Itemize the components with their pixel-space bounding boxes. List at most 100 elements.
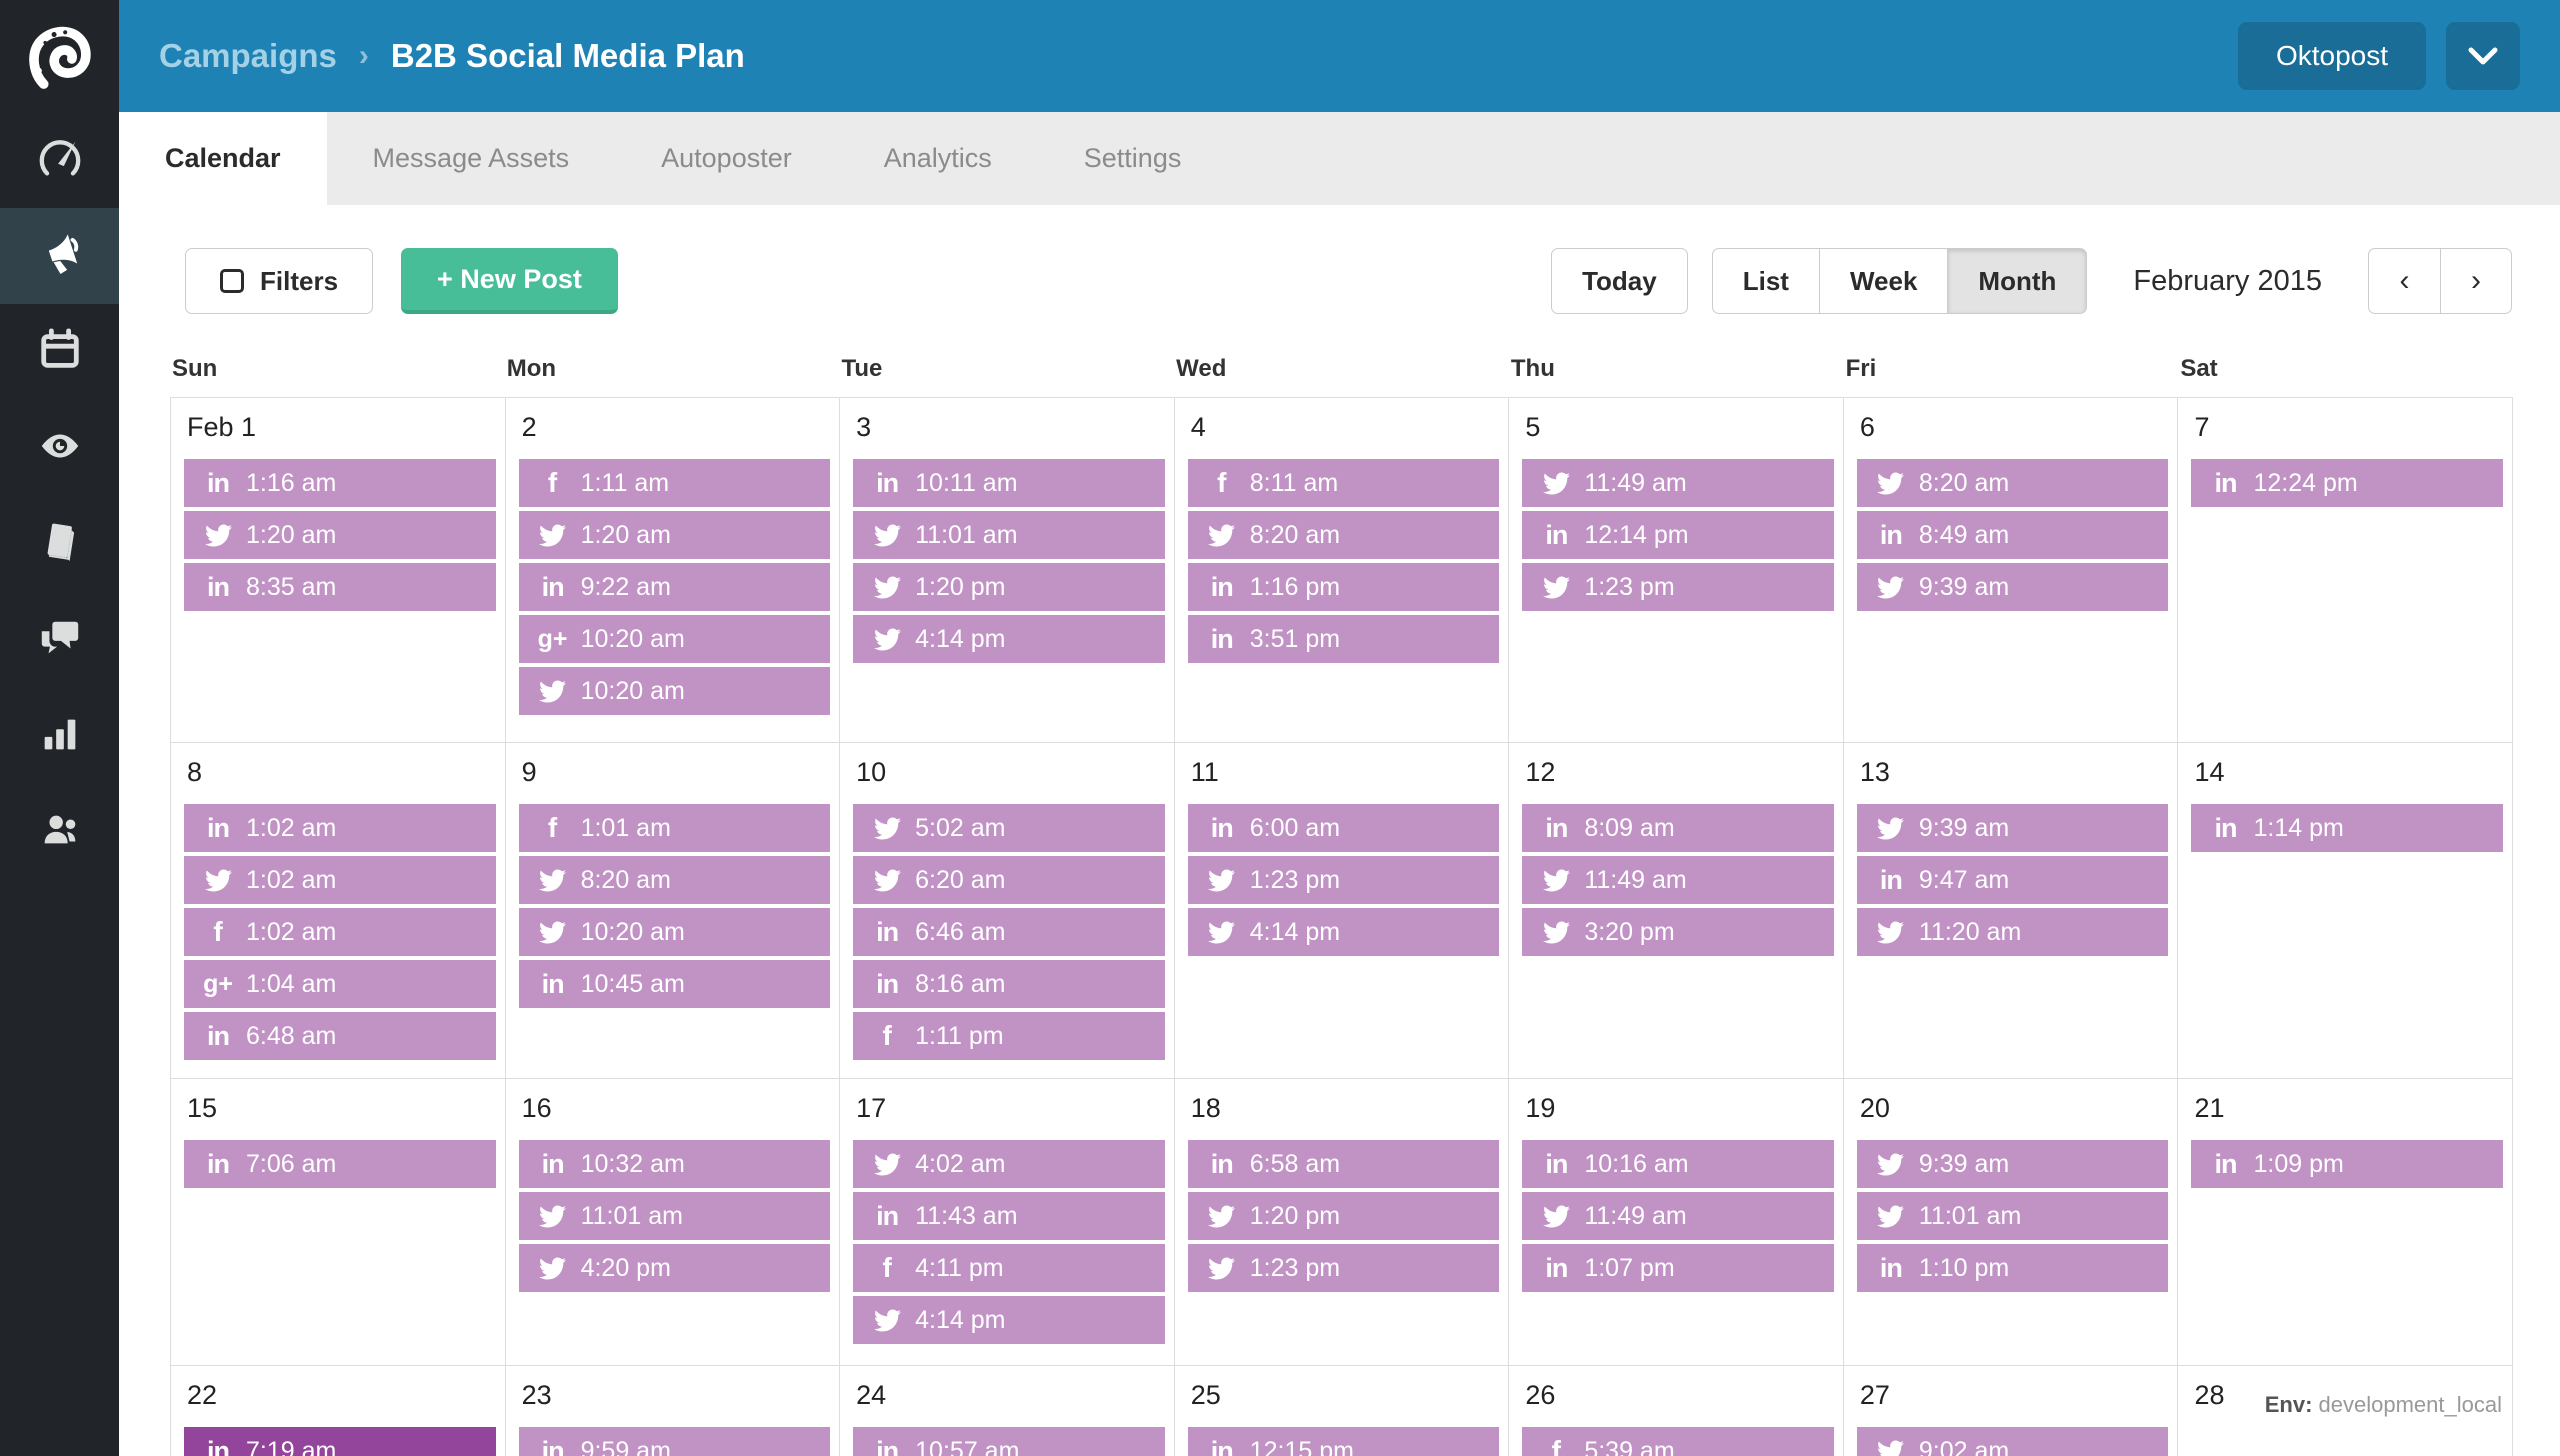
scheduled-post-linkedin[interactable]: in 8:16 am: [853, 960, 1165, 1008]
scheduled-post-twitter[interactable]: 8:20 am: [518, 856, 831, 904]
tab-analytics[interactable]: Analytics: [883, 143, 992, 173]
next-month-button[interactable]: ›: [2440, 248, 2512, 314]
scheduled-post-linkedin[interactable]: in 11:43 am: [853, 1192, 1165, 1240]
calendar-icon: [37, 327, 83, 378]
scheduled-post-twitter[interactable]: 9:39 am: [1856, 563, 2169, 611]
scheduled-post-twitter[interactable]: 3:20 pm: [1522, 908, 1834, 956]
sidebar-item-dashboard-gauge[interactable]: [0, 112, 119, 208]
scheduled-post-linkedin[interactable]: in 10:32 am: [518, 1140, 831, 1188]
scheduled-post-linkedin[interactable]: in 7:19 am: [184, 1427, 496, 1456]
scheduled-post-twitter[interactable]: 1:20 am: [184, 511, 496, 559]
oktopost-logo-icon[interactable]: [0, 0, 119, 112]
scheduled-post-twitter[interactable]: 8:20 am: [1856, 459, 2169, 507]
view-list-button[interactable]: List: [1711, 248, 1819, 314]
scheduled-post-twitter[interactable]: 4:20 pm: [518, 1244, 831, 1292]
scheduled-post-linkedin[interactable]: in 1:07 pm: [1522, 1244, 1834, 1292]
scheduled-post-twitter[interactable]: 1:23 pm: [1187, 856, 1500, 904]
account-menu-button[interactable]: [2446, 22, 2520, 90]
sidebar-item-conversations-chat[interactable]: [0, 592, 119, 688]
scheduled-post-facebook[interactable]: f 1:11 am: [518, 459, 831, 507]
scheduled-post-twitter[interactable]: 9:39 am: [1856, 804, 2169, 852]
tab-message-assets[interactable]: Message Assets: [372, 143, 570, 173]
scheduled-post-twitter[interactable]: 11:01 am: [853, 511, 1165, 559]
scheduled-post-linkedin[interactable]: in 12:15 pm: [1187, 1427, 1500, 1456]
tab-autoposter[interactable]: Autoposter: [661, 143, 792, 173]
scheduled-post-facebook[interactable]: f 1:01 am: [518, 804, 831, 852]
scheduled-post-facebook[interactable]: f 8:11 am: [1187, 459, 1500, 507]
scheduled-post-twitter[interactable]: 4:14 pm: [1187, 908, 1500, 956]
sidebar-item-campaigns-megaphone[interactable]: [0, 208, 119, 304]
scheduled-post-twitter[interactable]: 11:01 am: [1856, 1192, 2169, 1240]
scheduled-post-linkedin[interactable]: in 8:35 am: [184, 563, 496, 611]
scheduled-post-linkedin[interactable]: in 7:06 am: [184, 1140, 496, 1188]
scheduled-post-linkedin[interactable]: in 9:47 am: [1856, 856, 2169, 904]
scheduled-post-twitter[interactable]: 11:20 am: [1856, 908, 2169, 956]
sidebar-item-people-users[interactable]: [0, 784, 119, 880]
post-time: 10:11 am: [915, 468, 1018, 497]
sidebar-item-calendar[interactable]: [0, 304, 119, 400]
scheduled-post-twitter[interactable]: 5:02 am: [853, 804, 1165, 852]
scheduled-post-linkedin[interactable]: in 6:48 am: [184, 1012, 496, 1060]
scheduled-post-twitter[interactable]: 1:20 am: [518, 511, 831, 559]
scheduled-post-facebook[interactable]: f 4:11 pm: [853, 1244, 1165, 1292]
filters-button[interactable]: Filters: [185, 248, 374, 314]
scheduled-post-twitter[interactable]: 1:23 pm: [1187, 1244, 1500, 1292]
scheduled-post-linkedin[interactable]: in 10:16 am: [1522, 1140, 1834, 1188]
twitter-icon: [534, 1203, 572, 1230]
scheduled-post-twitter[interactable]: 11:49 am: [1522, 856, 1834, 904]
scheduled-post-twitter[interactable]: 1:20 pm: [1187, 1192, 1500, 1240]
scheduled-post-linkedin[interactable]: in 1:14 pm: [2191, 804, 2504, 852]
scheduled-post-linkedin[interactable]: in 6:46 am: [853, 908, 1165, 956]
sidebar-item-analytics-bars[interactable]: [0, 688, 119, 784]
scheduled-post-twitter[interactable]: 9:02 am: [1856, 1427, 2169, 1456]
scheduled-post-linkedin[interactable]: in 1:09 pm: [2191, 1140, 2504, 1188]
tab-settings[interactable]: Settings: [1083, 143, 1182, 173]
scheduled-post-linkedin[interactable]: in 1:02 am: [184, 804, 496, 852]
scheduled-post-linkedin[interactable]: in 6:00 am: [1187, 804, 1500, 852]
twitter-icon: [534, 867, 572, 894]
scheduled-post-linkedin[interactable]: in 12:24 pm: [2191, 459, 2504, 507]
breadcrumb-campaigns-link[interactable]: Campaigns: [159, 37, 337, 74]
scheduled-post-twitter[interactable]: 10:20 am: [518, 908, 831, 956]
view-month-button[interactable]: Month: [1947, 248, 2088, 314]
scheduled-post-googleplus[interactable]: g+ 10:20 am: [518, 615, 831, 663]
tab-calendar[interactable]: Calendar: [119, 112, 327, 205]
scheduled-post-facebook[interactable]: f 5:39 am: [1522, 1427, 1834, 1456]
scheduled-post-linkedin[interactable]: in 12:14 pm: [1522, 511, 1834, 559]
scheduled-post-linkedin[interactable]: in 3:51 pm: [1187, 615, 1500, 663]
scheduled-post-twitter[interactable]: 6:20 am: [853, 856, 1165, 904]
scheduled-post-twitter[interactable]: 11:49 am: [1522, 459, 1834, 507]
scheduled-post-twitter[interactable]: 1:02 am: [184, 856, 496, 904]
scheduled-post-linkedin[interactable]: in 8:09 am: [1522, 804, 1834, 852]
scheduled-post-googleplus[interactable]: g+ 1:04 am: [184, 960, 496, 1008]
scheduled-post-twitter[interactable]: 9:39 am: [1856, 1140, 2169, 1188]
scheduled-post-linkedin[interactable]: in 6:58 am: [1187, 1140, 1500, 1188]
scheduled-post-twitter[interactable]: 10:20 am: [518, 667, 831, 715]
scheduled-post-twitter[interactable]: 1:20 pm: [853, 563, 1165, 611]
scheduled-post-linkedin[interactable]: in 10:11 am: [853, 459, 1165, 507]
sidebar-item-monitoring-eye[interactable]: [0, 400, 119, 496]
scheduled-post-twitter[interactable]: 11:49 am: [1522, 1192, 1834, 1240]
new-post-button[interactable]: + New Post: [401, 248, 618, 314]
account-button[interactable]: Oktopost: [2237, 22, 2426, 90]
scheduled-post-twitter[interactable]: 1:23 pm: [1522, 563, 1834, 611]
scheduled-post-linkedin[interactable]: in 1:16 pm: [1187, 563, 1500, 611]
view-week-button[interactable]: Week: [1818, 248, 1948, 314]
scheduled-post-linkedin[interactable]: in 9:22 am: [518, 563, 831, 611]
scheduled-post-linkedin[interactable]: in 9:59 am: [518, 1427, 831, 1456]
scheduled-post-linkedin[interactable]: in 1:16 am: [184, 459, 496, 507]
sidebar-item-assets-book[interactable]: [0, 496, 119, 592]
today-button[interactable]: Today: [1551, 248, 1688, 314]
scheduled-post-linkedin[interactable]: in 10:45 am: [518, 960, 831, 1008]
scheduled-post-facebook[interactable]: f 1:02 am: [184, 908, 496, 956]
scheduled-post-twitter[interactable]: 4:14 pm: [853, 1296, 1165, 1344]
prev-month-button[interactable]: ‹: [2368, 248, 2440, 314]
scheduled-post-facebook[interactable]: f 1:11 pm: [853, 1012, 1165, 1060]
scheduled-post-linkedin[interactable]: in 8:49 am: [1856, 511, 2169, 559]
scheduled-post-twitter[interactable]: 8:20 am: [1187, 511, 1500, 559]
scheduled-post-twitter[interactable]: 4:14 pm: [853, 615, 1165, 663]
scheduled-post-twitter[interactable]: 11:01 am: [518, 1192, 831, 1240]
scheduled-post-twitter[interactable]: 4:02 am: [853, 1140, 1165, 1188]
scheduled-post-linkedin[interactable]: in 1:10 pm: [1856, 1244, 2169, 1292]
scheduled-post-linkedin[interactable]: in 10:57 am: [853, 1427, 1165, 1456]
